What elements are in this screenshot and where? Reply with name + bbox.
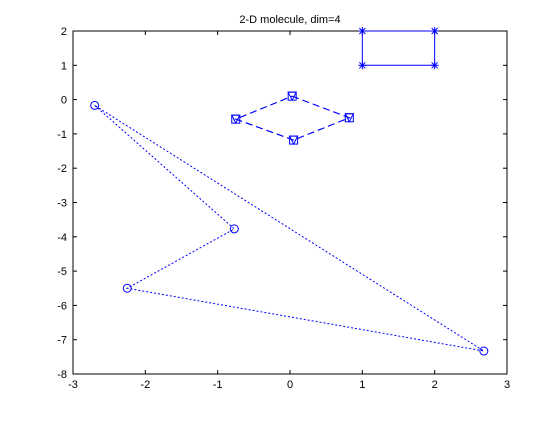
x-tick-label: 3 — [504, 379, 510, 391]
triangle-marker — [288, 135, 299, 146]
star-marker-stroke — [431, 61, 439, 69]
x-tick-label: 0 — [287, 379, 293, 391]
star-marker — [358, 61, 367, 70]
chart-title: 2-D molecule, dim=4 — [239, 14, 340, 26]
y-tick-label: -7 — [57, 335, 67, 347]
star-marker-stroke — [358, 61, 366, 69]
circle-marker — [229, 224, 239, 234]
series-line — [94, 105, 485, 352]
plot-area — [72, 30, 508, 375]
x-tick-label: -3 — [68, 379, 78, 391]
triangle-marker — [230, 114, 241, 125]
y-tick-label: -1 — [57, 129, 67, 141]
circle-marker — [122, 283, 132, 293]
triangle-marker — [344, 113, 355, 123]
star-marker-stroke — [431, 27, 439, 35]
x-tick-label: -2 — [140, 379, 150, 391]
x-tick-label: 1 — [359, 379, 365, 391]
series-2-triangle-down — [230, 91, 355, 146]
y-tick-label: -8 — [57, 369, 67, 381]
star-marker — [430, 27, 439, 35]
series-layer — [90, 27, 489, 356]
y-tick-label: 1 — [61, 60, 67, 72]
y-tick-label: -2 — [57, 163, 67, 175]
series-3-circle — [90, 100, 489, 356]
series-0-star — [358, 27, 439, 70]
circle-marker — [90, 100, 100, 110]
y-tick-label: -5 — [57, 266, 67, 278]
y-tick-label: -4 — [57, 232, 67, 244]
triangle-marker — [287, 91, 297, 102]
y-tick-label: 0 — [61, 95, 67, 107]
star-marker — [358, 27, 367, 35]
y-tick-label: -6 — [57, 300, 67, 312]
x-tick-label: 2 — [432, 379, 438, 391]
circle-marker — [479, 346, 489, 356]
star-marker — [430, 61, 439, 70]
series-line — [234, 95, 351, 141]
star-marker-stroke — [358, 27, 366, 35]
axis-ticks: -3 -2 -1 0 1 2 3 2 1 0 -1 -2 -3 -4 -5 -6 -7 -8 — [57, 26, 510, 391]
x-tick-label: -1 — [213, 379, 223, 391]
y-tick-label: 2 — [61, 26, 67, 38]
y-tick-label: -3 — [57, 198, 67, 210]
